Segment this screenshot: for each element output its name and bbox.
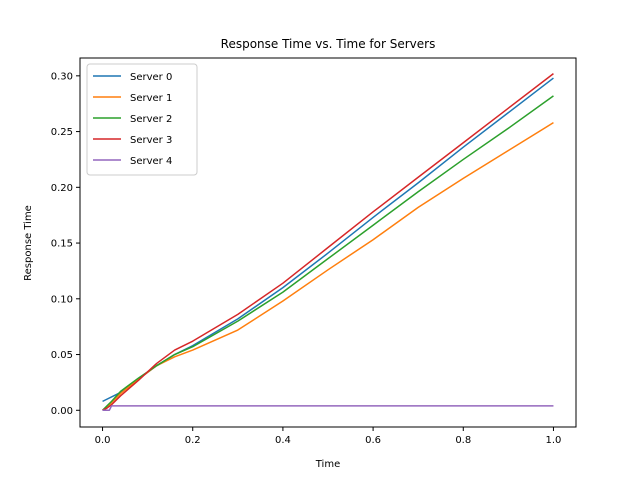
x-tick-label: 0.4	[275, 435, 291, 446]
legend-label: Server 1	[130, 93, 172, 104]
series-line-4	[102, 405, 554, 412]
series-line-3	[102, 73, 554, 411]
plot-frame	[79, 57, 577, 428]
legend-label: Server 4	[130, 156, 172, 167]
legend-box	[86, 63, 198, 176]
y-tick-label: 0.00	[51, 406, 73, 417]
legend-label: Server 3	[130, 135, 172, 146]
x-tick-label: 1.0	[546, 435, 562, 446]
x-tick-label: 0.0	[95, 435, 111, 446]
y-tick-label: 0.05	[51, 350, 73, 361]
x-tick-label: 0.2	[185, 435, 201, 446]
y-tick-label: 0.10	[51, 294, 73, 305]
x-axis-label: Time	[315, 459, 340, 470]
x-tick-label: 0.6	[365, 435, 381, 446]
y-tick-label: 0.25	[51, 127, 73, 138]
x-axis: 0.0 0.2 0.4 0.6 0.8 1.0	[95, 427, 562, 446]
y-axis: 0.00 0.05 0.10 0.15 0.20 0.25 0.30	[51, 71, 80, 417]
x-tick-label: 0.8	[455, 435, 471, 446]
legend-label: Server 2	[130, 114, 172, 125]
y-tick-label: 0.15	[51, 239, 73, 250]
series-line-2	[102, 95, 554, 411]
legend-label: Server 0	[130, 72, 172, 83]
series-line-1	[102, 122, 554, 411]
y-axis-label: Response Time	[23, 205, 34, 281]
legend: Server 0 Server 1 Server 2 Server 3 Server 4	[86, 63, 198, 176]
series-layer	[102, 73, 554, 412]
y-tick-label: 0.20	[51, 183, 73, 194]
y-tick-label: 0.30	[51, 71, 73, 82]
chart-title: Response Time vs. Time for Servers	[221, 37, 436, 51]
